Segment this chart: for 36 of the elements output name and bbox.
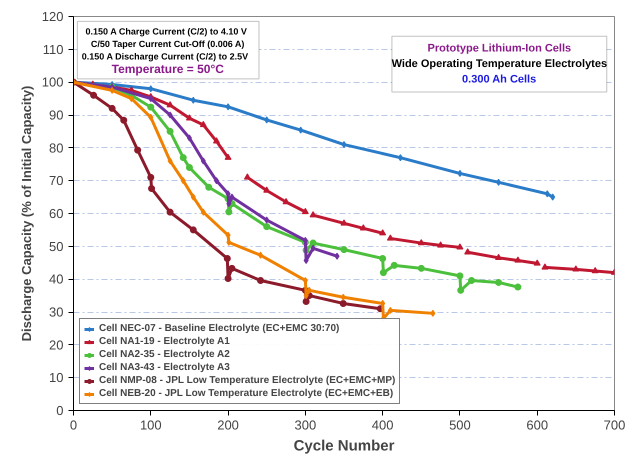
x-tick-label: 200 bbox=[217, 418, 239, 432]
y-tick-label: 100 bbox=[42, 74, 64, 90]
x-tick-label: 0 bbox=[70, 418, 78, 432]
legend-label: Cell NEC-07 - Baseline Electrolyte (EC+EMC 30:70) bbox=[99, 323, 340, 334]
y-axis-title: Discharge Capacity (% of Initial Capacity) bbox=[18, 86, 34, 342]
x-tick-label: 700 bbox=[604, 418, 626, 432]
y-tick-label: 30 bbox=[49, 304, 64, 320]
y-tick-label: 10 bbox=[49, 370, 64, 386]
annotation: 0.300 Ah Cells bbox=[462, 74, 536, 86]
legend-label: Cell NMP-08 - JPL Low Temperature Electrolyte (EC+EMC+MP) bbox=[99, 375, 396, 386]
x-tick-label: 400 bbox=[372, 418, 394, 432]
y-tick-label: 50 bbox=[49, 238, 64, 254]
annotation: 0.150 A Charge Current (C/2) to 4.10 V bbox=[86, 26, 247, 36]
x-tick-label: 500 bbox=[449, 418, 471, 432]
y-tick-label: 120 bbox=[42, 9, 64, 24]
annotation: Prototype Lithium-Ion Cells bbox=[428, 42, 572, 55]
y-tick-label: 60 bbox=[49, 206, 64, 221]
legend-label: Cell NA1-19 - Electrolyte A1 bbox=[99, 336, 230, 347]
annotation: Temperature = 50°C bbox=[112, 62, 224, 76]
x-tick-label: 100 bbox=[140, 418, 162, 432]
x-tick-label: 600 bbox=[526, 418, 548, 432]
x-axis-title: Cycle Number bbox=[294, 438, 395, 454]
x-tick-label: 300 bbox=[294, 418, 316, 432]
annotation: C/50 Taper Current Cut-Off (0.006 A) bbox=[90, 38, 244, 49]
y-tick-label: 70 bbox=[49, 173, 64, 188]
legend-label: Cell NA2-35 - Electrolyte A2 bbox=[99, 349, 230, 360]
legend-label: Cell NA3-43 - Electrolyte A3 bbox=[99, 362, 230, 373]
annotation: 0.150 A Discharge Current (C/2) to 2.5V bbox=[82, 51, 248, 62]
y-tick-label: 80 bbox=[49, 140, 64, 156]
y-tick-label: 110 bbox=[42, 42, 64, 57]
annotation: Wide Operating Temperature Electrolytes bbox=[392, 58, 608, 70]
y-tick-label: 20 bbox=[49, 337, 64, 352]
y-tick-label: 40 bbox=[49, 272, 64, 287]
legend-label: Cell NEB-20 - JPL Low Temperature Electrolyte (EC+EMC+EB) bbox=[99, 388, 394, 399]
y-tick-label: 0 bbox=[56, 403, 64, 418]
y-tick-label: 90 bbox=[49, 108, 64, 122]
